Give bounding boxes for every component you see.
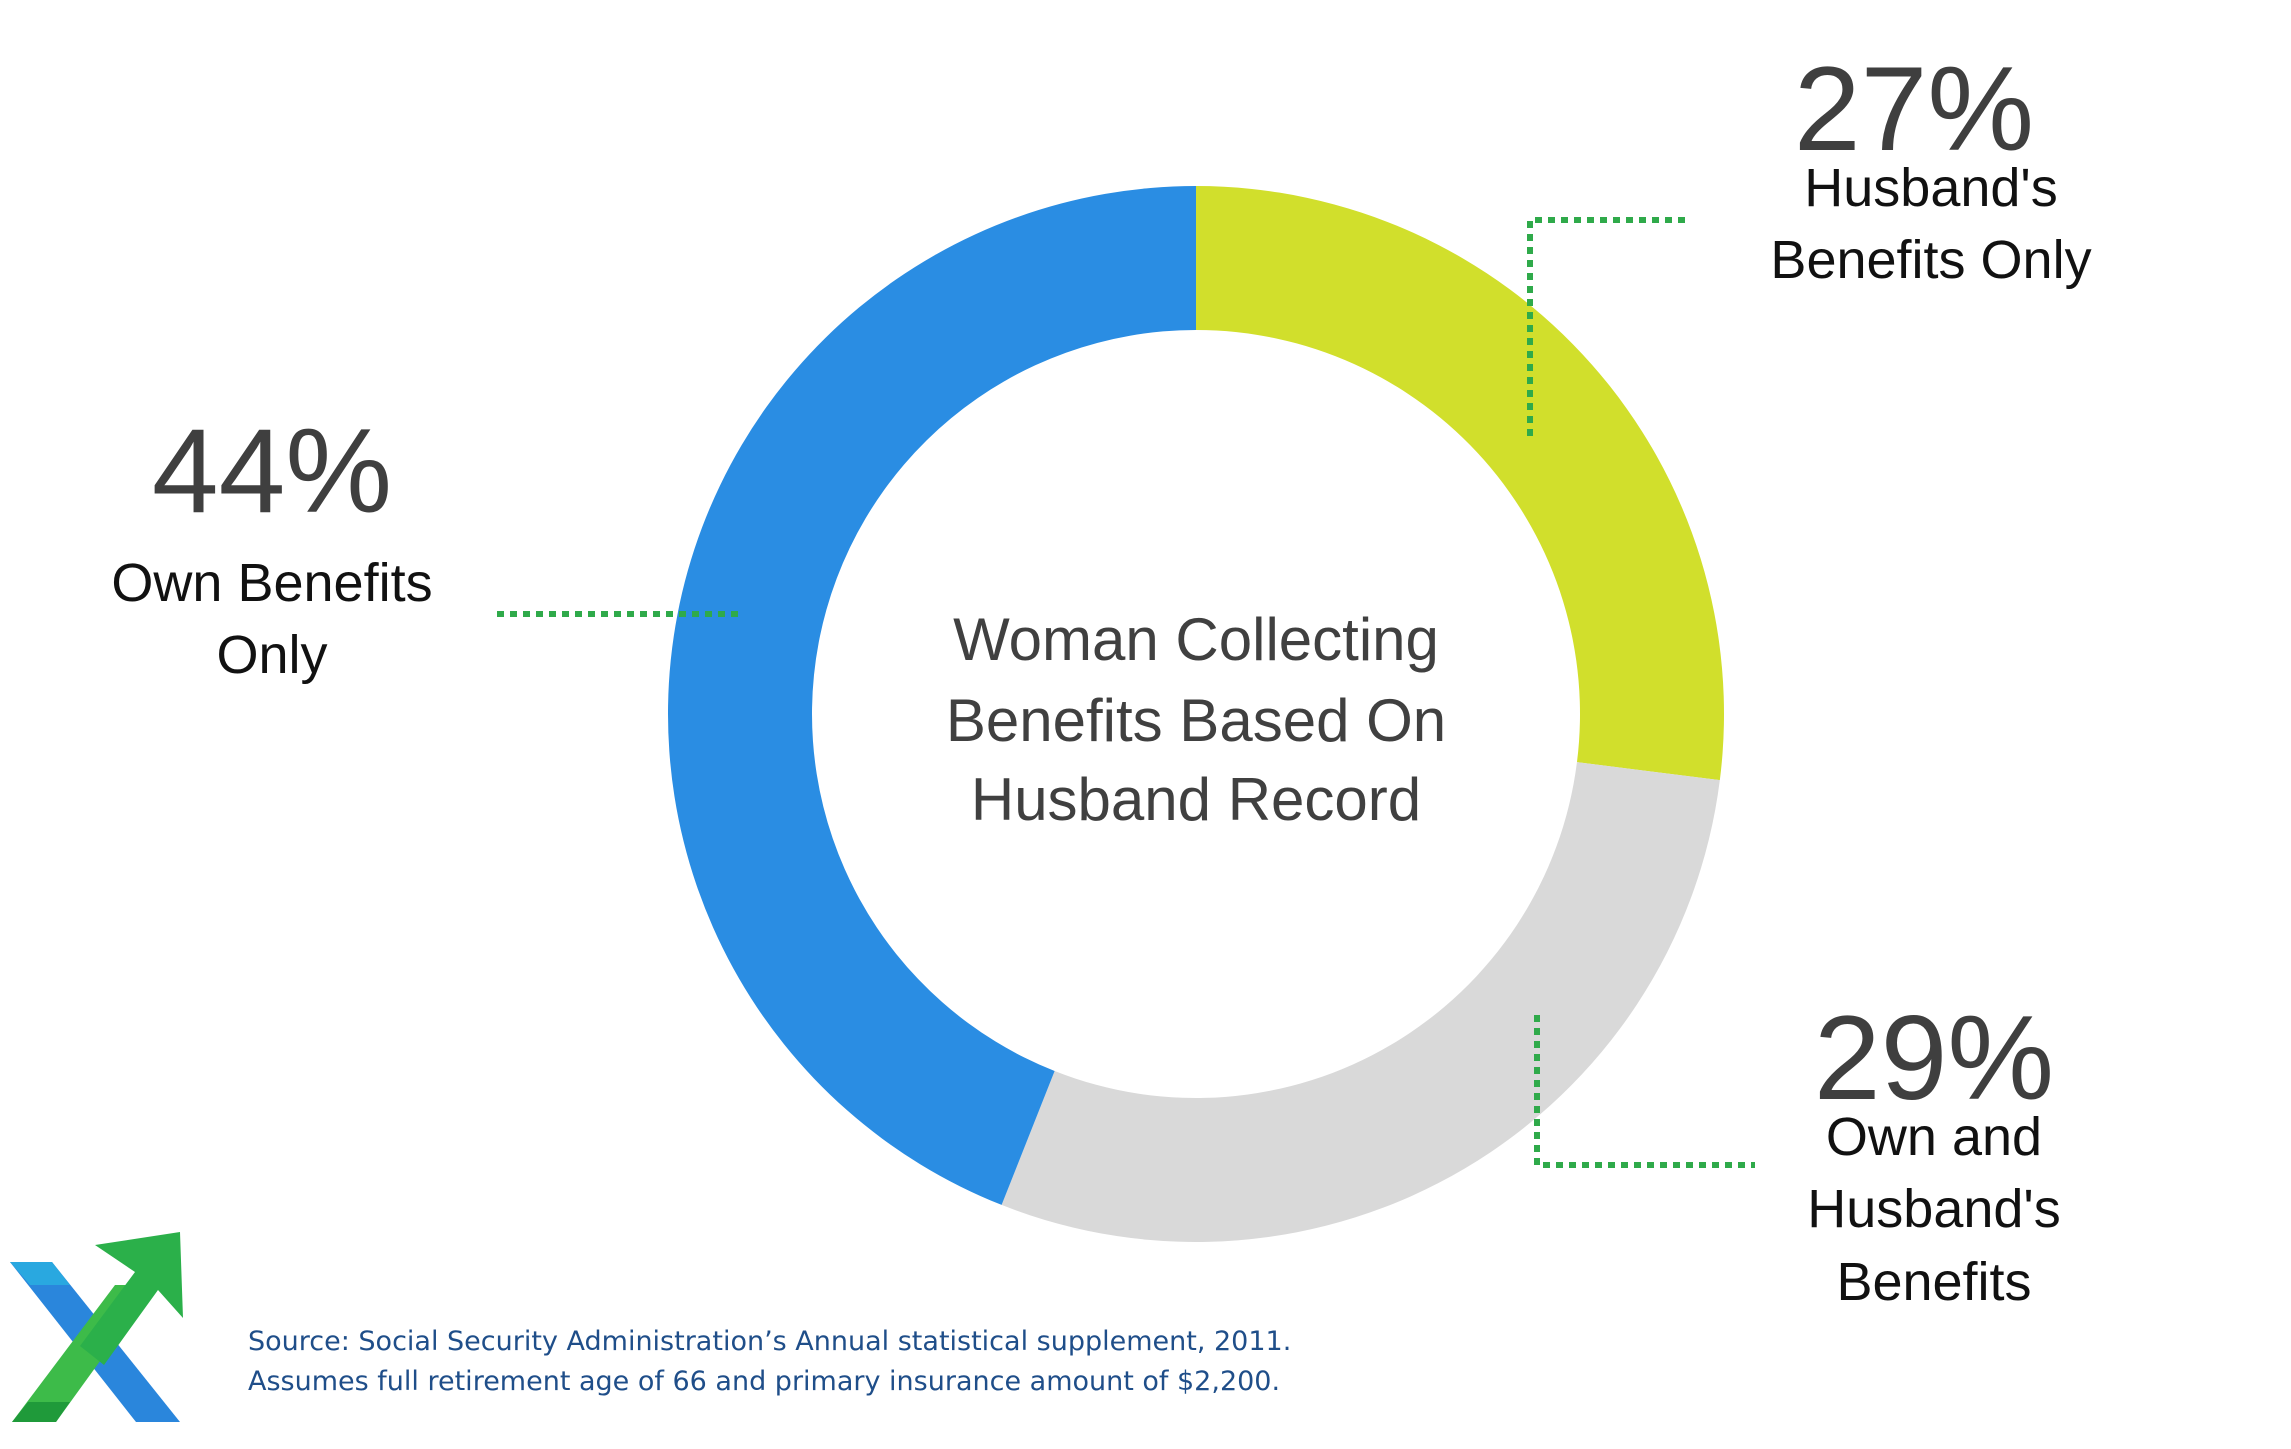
source-note: Source: Social Security Administration’s… [248,1322,1291,1402]
donut-slice-2 [1001,762,1720,1242]
center-label-line-1: Woman Collecting [953,606,1439,673]
slice-label-line: Benefits [1836,1252,2031,1312]
slice-label-line: Own and [1826,1107,2042,1167]
slice-label-own-benefits: 44% Own Benefits Only [111,404,432,685]
slice-label-line: Benefits Only [1770,230,2091,290]
donut-slice-1 [1196,186,1724,781]
source-line-2: Assumes full retirement age of 66 and pr… [248,1366,1281,1397]
donut-slice-3 [667,186,1196,1205]
data-label-27: 27% [1794,42,2034,176]
slice-label-line: Husband's [1804,158,2057,218]
donut-slices [667,186,1724,1242]
slice-label-line: Own Benefits [111,553,432,613]
slice-label-husbands-benefits: 27% Husband's Benefits Only [1770,42,2091,290]
center-label-line-2: Benefits Based On [946,687,1446,754]
slice-label-line: Husband's [1807,1179,2060,1239]
leader-line-own-and-husbands [1534,1015,1755,1168]
slice-label-line: Only [216,625,327,685]
source-line-1: Source: Social Security Administration’s… [248,1326,1292,1357]
slice-label-own-and-husbands: 29% Own and Husband's Benefits [1807,991,2060,1312]
center-label-line-3: Husband Record [971,766,1421,833]
leader-line-husbands-benefits [1527,217,1685,440]
data-label-29: 29% [1814,991,2054,1125]
x-arrow-logo-icon [10,1232,183,1422]
data-label-44: 44% [152,404,392,538]
center-label: Woman Collecting Benefits Based On Husba… [946,606,1446,833]
